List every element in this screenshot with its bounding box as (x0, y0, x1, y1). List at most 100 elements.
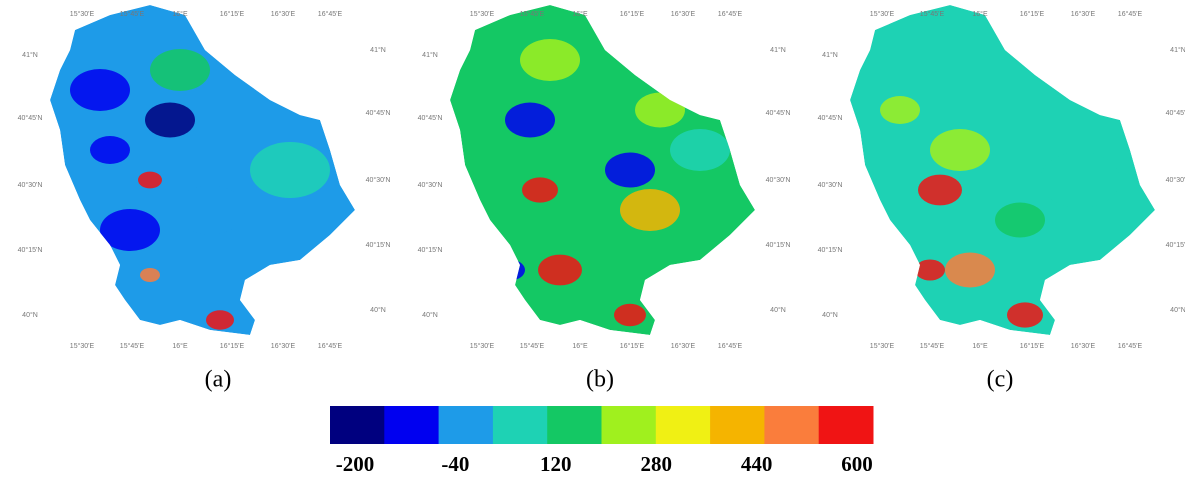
lon-label: 15°30'E (870, 10, 895, 18)
map-panel: 15°30'E 15°30'E 15°45'E 15°45'E 16°E 16°E 16°1… (418, 5, 791, 393)
lon-label: 16°15'E (1020, 10, 1045, 18)
value-patch (880, 96, 920, 124)
colorbar-segment (492, 406, 548, 444)
value-patch (145, 102, 195, 138)
colorbar-segment (818, 406, 874, 444)
lon-label: 16°E (172, 10, 188, 18)
panel-label: (b) (586, 367, 614, 393)
lat-label: 40°15'N (1166, 241, 1185, 249)
lat-label: 40°15'N (18, 246, 43, 254)
value-patch (1007, 302, 1043, 328)
lon-label: 16°E (972, 10, 988, 18)
colorbar-segment (710, 406, 765, 444)
colorbar-tick-label: -40 (441, 452, 469, 476)
lon-label: 16°45'E (318, 10, 343, 18)
lat-label: 40°30'N (418, 181, 443, 189)
lon-label: 16°30'E (1071, 342, 1096, 350)
lon-label: 15°30'E (470, 10, 495, 18)
value-patch (620, 189, 680, 231)
lon-label: 15°45'E (520, 342, 545, 350)
lon-label: 16°E (572, 342, 588, 350)
lon-label: 16°30'E (271, 342, 296, 350)
lat-label: 40°30'N (366, 176, 391, 184)
lon-label: 16°15'E (220, 10, 245, 18)
value-patch (138, 171, 162, 189)
colorbar-segment (330, 406, 385, 444)
lon-label: 15°30'E (70, 342, 95, 350)
lat-label: 40°45'N (366, 109, 391, 117)
lon-label: 16°45'E (318, 342, 343, 350)
lat-label: 40°N (1170, 306, 1185, 314)
value-patch (930, 129, 990, 171)
lat-label: 40°15'N (766, 241, 791, 249)
value-patch (614, 303, 646, 327)
map-panel: 15°30'E 15°30'E 15°45'E 15°45'E 16°E 16°E 16°1… (818, 5, 1185, 393)
lat-label: 41°N (822, 51, 838, 59)
lon-label: 15°45'E (920, 342, 945, 350)
colorbar-segment (438, 406, 494, 444)
lat-label: 41°N (770, 46, 786, 54)
lat-label: 40°N (422, 311, 438, 319)
lat-label: 40°15'N (818, 246, 843, 254)
lat-label: 41°N (370, 46, 386, 54)
value-patch (175, 185, 245, 235)
lat-label: 41°N (1170, 46, 1185, 54)
value-patch (150, 49, 210, 91)
colorbar-tick-label: 280 (640, 452, 672, 476)
lon-label: 16°15'E (220, 342, 245, 350)
lon-label: 16°15'E (620, 10, 645, 18)
value-patch (635, 92, 685, 128)
lat-label: 40°N (370, 306, 386, 314)
lon-label: 16°E (572, 10, 588, 18)
value-patch (915, 259, 945, 281)
lon-label: 16°E (172, 342, 188, 350)
value-patch (100, 209, 160, 251)
region-fill (850, 5, 1155, 335)
lat-label: 40°N (22, 311, 38, 319)
colorbar-segment (655, 406, 711, 444)
lon-label: 16°30'E (1071, 10, 1096, 18)
value-patch (522, 177, 558, 203)
lat-label: 40°30'N (818, 181, 843, 189)
colorbar-tick-label: 600 (841, 452, 873, 476)
colorbar-segment (547, 406, 602, 444)
lon-label: 16°45'E (1118, 342, 1143, 350)
lat-label: 40°15'N (418, 246, 443, 254)
lon-label: 16°30'E (271, 10, 296, 18)
lat-label: 40°45'N (418, 114, 443, 122)
map-surface (50, 5, 355, 335)
region-fill (450, 5, 755, 335)
value-patch (250, 142, 330, 198)
lon-label: 16°15'E (620, 342, 645, 350)
lon-label: 16°45'E (718, 10, 743, 18)
value-patch (670, 129, 730, 171)
map-surface (450, 5, 755, 335)
panel-label: (c) (987, 367, 1014, 393)
value-patch (140, 268, 160, 282)
map-surface (850, 5, 1155, 335)
lat-label: 40°N (770, 306, 786, 314)
lon-label: 16°30'E (671, 342, 696, 350)
lat-label: 40°45'N (1166, 109, 1185, 117)
panel-label: (a) (205, 367, 232, 393)
colorbar-tick-label: 120 (540, 452, 572, 476)
lon-label: 15°45'E (120, 342, 145, 350)
colorbar-segment (764, 406, 820, 444)
lat-label: 40°45'N (18, 114, 43, 122)
lon-label: 16°30'E (671, 10, 696, 18)
value-patch (90, 136, 130, 164)
lon-label: 15°45'E (120, 10, 145, 18)
lon-label: 16°E (972, 342, 988, 350)
lon-label: 15°30'E (470, 342, 495, 350)
lon-label: 15°30'E (870, 342, 895, 350)
value-patch (538, 254, 582, 286)
value-patch (945, 252, 995, 288)
value-patch (505, 102, 555, 138)
value-patch (605, 152, 655, 188)
value-patch (995, 202, 1045, 238)
lon-label: 15°45'E (920, 10, 945, 18)
value-patch (918, 174, 962, 206)
value-patch (495, 259, 525, 281)
colorbar-segment (384, 406, 440, 444)
